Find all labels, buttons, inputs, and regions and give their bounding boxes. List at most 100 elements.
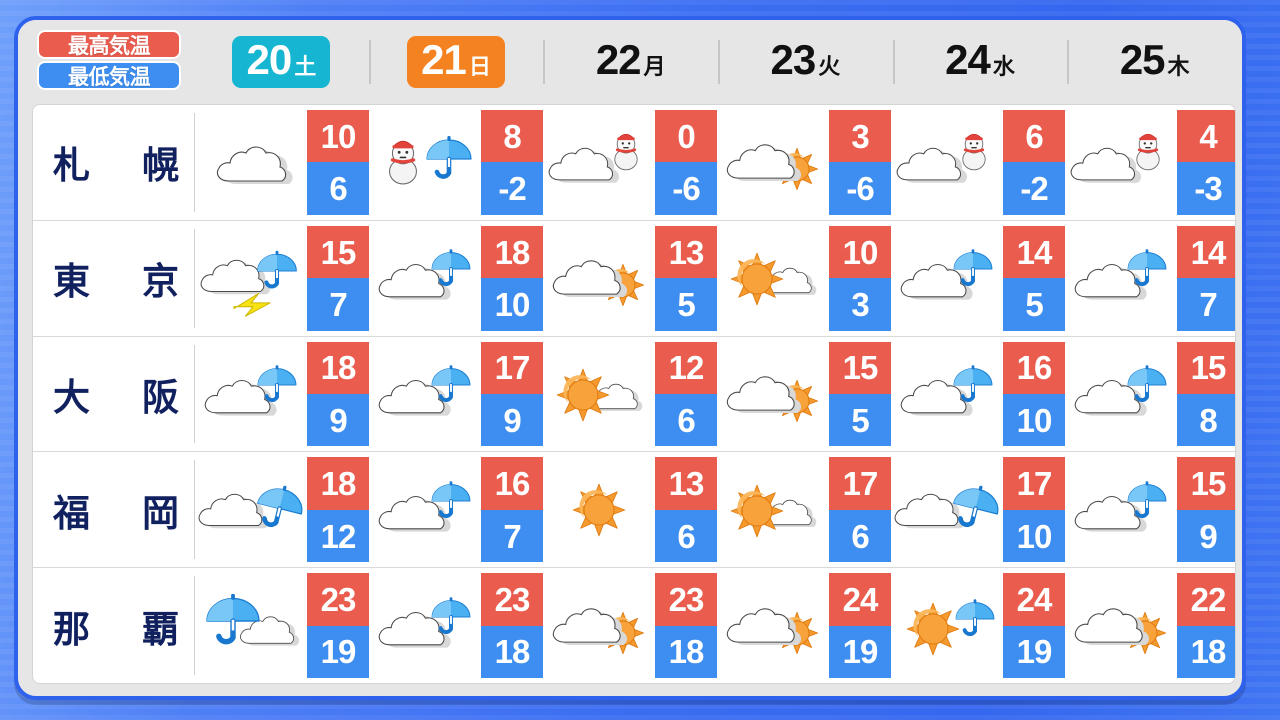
temperature-block: 12 6 — [655, 341, 717, 447]
high-temperature: 16 — [1003, 341, 1065, 394]
high-temperature: 13 — [655, 225, 717, 279]
city-char-2: 岡 — [142, 492, 179, 534]
forecast-cells: 18 12 16 7 13 6 — [195, 452, 1235, 567]
cloudy-rain-icon — [378, 365, 471, 416]
forecast-cell[interactable]: 18 10 — [369, 221, 543, 336]
city-name: 大 阪 — [53, 367, 179, 421]
low-temperature: 10 — [1003, 509, 1065, 563]
city-cell[interactable]: 那 覇 — [33, 568, 195, 683]
low-temperature: 18 — [1177, 625, 1235, 678]
forecast-cell[interactable]: 10 6 — [195, 105, 369, 220]
day-weekday-4: 水 — [992, 54, 1015, 79]
weather-icon-wrap — [369, 337, 481, 452]
forecast-cell[interactable]: 0 -6 — [543, 105, 717, 220]
cloudy-rain-big-icon — [198, 485, 303, 529]
sunny-icon — [572, 483, 626, 537]
forecast-cell[interactable]: 22 18 — [1065, 568, 1235, 683]
forecast-cell[interactable]: 17 9 — [369, 337, 543, 452]
low-temperature: 5 — [1003, 278, 1065, 331]
city-cell[interactable]: 大 阪 — [33, 337, 195, 452]
forecast-cell[interactable]: 17 10 — [891, 452, 1065, 567]
forecast-cell[interactable]: 24 19 — [891, 568, 1065, 683]
table-row: 札 幌 10 6 8 — [33, 105, 1235, 221]
weather-icon-wrap — [1065, 337, 1177, 452]
day-header-4[interactable]: 24 水 — [892, 20, 1068, 104]
weather-icon-wrap — [717, 221, 829, 336]
low-temperature: 10 — [481, 278, 543, 331]
day-header-2[interactable]: 22 月 — [543, 20, 718, 104]
forecast-cell[interactable]: 10 3 — [717, 221, 891, 336]
weather-icon-wrap — [891, 105, 1003, 220]
city-name: 東 京 — [53, 251, 179, 305]
temperature-legend: 最高気温 最低気温 — [18, 30, 194, 90]
weather-icon-wrap — [1065, 105, 1177, 220]
high-temperature: 18 — [481, 225, 543, 279]
temperature-block: 16 10 — [1003, 341, 1065, 447]
weather-icon-wrap — [543, 221, 655, 336]
forecast-cell[interactable]: 4 -3 — [1065, 105, 1235, 220]
low-temperature: 3 — [829, 278, 891, 331]
temperature-block: 8 -2 — [481, 110, 543, 215]
weather-icon-wrap — [717, 337, 829, 452]
day-header-1[interactable]: 21 日 — [368, 20, 544, 104]
day-header-0[interactable]: 20 土 — [194, 20, 369, 104]
forecast-cell[interactable]: 15 8 — [1065, 337, 1235, 452]
forecast-cell[interactable]: 23 18 — [543, 568, 717, 683]
day-number-1: 21 — [421, 36, 467, 83]
forecast-cell[interactable]: 18 12 — [195, 452, 369, 567]
cloudy-rain-big-icon — [894, 485, 999, 529]
day-pill-5: 25 木 — [1106, 36, 1204, 88]
weather-icon-wrap — [195, 221, 307, 336]
forecast-cell[interactable]: 16 10 — [891, 337, 1065, 452]
low-temperature: 6 — [655, 394, 717, 447]
forecast-cell[interactable]: 8 -2 — [369, 105, 543, 220]
low-temperature: -2 — [1003, 162, 1065, 215]
cloudy-sunny-icon — [726, 376, 819, 423]
cloudy-rain-icon — [900, 249, 993, 300]
forecast-cell[interactable]: 23 19 — [195, 568, 369, 683]
low-temperature: 7 — [481, 509, 543, 563]
day-pill-1: 21 日 — [407, 36, 505, 88]
city-cell[interactable]: 東 京 — [33, 221, 195, 336]
table-row: 那 覇 23 19 — [33, 568, 1235, 683]
forecast-cell[interactable]: 15 9 — [1065, 452, 1235, 567]
legend-min-temp: 最低気温 — [37, 61, 181, 90]
forecast-cell[interactable]: 15 7 — [195, 221, 369, 336]
high-temperature: 8 — [481, 110, 543, 163]
high-temperature: 14 — [1177, 225, 1235, 279]
temperature-block: 15 5 — [829, 341, 891, 447]
low-temperature: 9 — [307, 394, 369, 447]
high-temperature: 23 — [307, 573, 369, 626]
day-header-3[interactable]: 23 火 — [718, 20, 893, 104]
forecast-cell[interactable]: 18 9 — [195, 337, 369, 452]
city-cell[interactable]: 福 岡 — [33, 452, 195, 567]
temperature-block: 4 -3 — [1177, 110, 1235, 215]
temperature-block: 0 -6 — [655, 110, 717, 215]
city-cell[interactable]: 札 幌 — [33, 105, 195, 220]
forecast-cell[interactable]: 14 5 — [891, 221, 1065, 336]
forecast-cell[interactable]: 12 6 — [543, 337, 717, 452]
low-temperature: 5 — [655, 278, 717, 331]
forecast-cell[interactable]: 17 6 — [717, 452, 891, 567]
forecast-cell[interactable]: 23 18 — [369, 568, 543, 683]
day-weekday-3: 火 — [818, 54, 841, 79]
forecast-cell[interactable]: 13 5 — [543, 221, 717, 336]
high-temperature: 24 — [1003, 573, 1065, 626]
weather-icon-wrap — [891, 568, 1003, 683]
forecast-cell[interactable]: 6 -2 — [891, 105, 1065, 220]
day-weekday-2: 月 — [643, 54, 666, 79]
forecast-cells: 23 19 23 18 23 18 — [195, 568, 1235, 683]
city-char-2: 幌 — [142, 145, 179, 187]
forecast-cell[interactable]: 16 7 — [369, 452, 543, 567]
forecast-cell[interactable]: 13 6 — [543, 452, 717, 567]
forecast-cell[interactable]: 24 19 — [717, 568, 891, 683]
weather-icon-wrap — [1065, 221, 1177, 336]
cloudy-snow-icon — [896, 134, 986, 184]
city-char-2: 京 — [142, 261, 179, 303]
forecast-cell[interactable]: 15 5 — [717, 337, 891, 452]
forecast-cell[interactable]: 14 7 — [1065, 221, 1235, 336]
forecast-cell[interactable]: 3 -6 — [717, 105, 891, 220]
cloudy-icon — [216, 146, 293, 185]
day-header-5[interactable]: 25 木 — [1067, 20, 1242, 104]
sunny-cloudy-icon — [730, 252, 817, 306]
